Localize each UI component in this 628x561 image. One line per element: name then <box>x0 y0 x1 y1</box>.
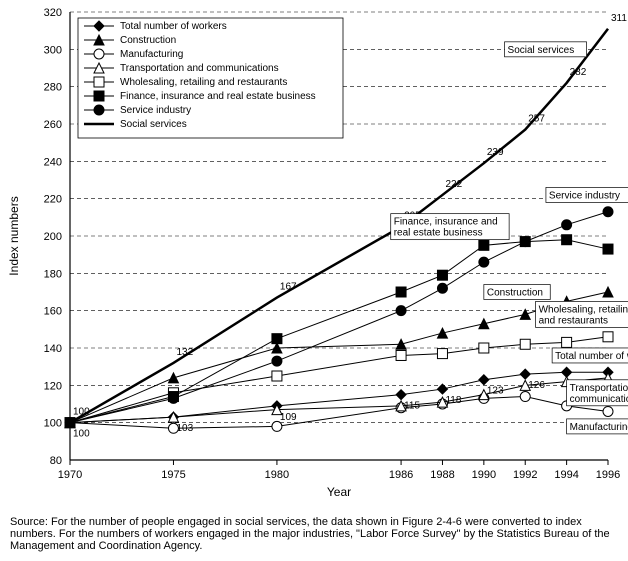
svg-text:1988: 1988 <box>430 469 454 481</box>
series-label: Total number of workers <box>552 348 628 363</box>
svg-text:Construction: Construction <box>120 35 176 46</box>
svg-text:200: 200 <box>44 231 62 243</box>
svg-text:126: 126 <box>528 380 545 391</box>
svg-text:Transportation and: Transportation and <box>570 383 628 394</box>
svg-text:Social services: Social services <box>120 119 187 130</box>
svg-text:Total number of workers: Total number of workers <box>120 21 227 32</box>
svg-text:222: 222 <box>445 179 462 190</box>
svg-text:Index numbers: Index numbers <box>7 196 21 275</box>
svg-text:Construction: Construction <box>487 288 543 299</box>
svg-text:100: 100 <box>73 429 90 440</box>
svg-text:Wholesaling, retailing and res: Wholesaling, retailing and restaurants <box>120 77 287 88</box>
svg-text:Total number of workers: Total number of workers <box>555 351 628 362</box>
svg-text:311: 311 <box>611 13 627 24</box>
source-label: Source: <box>10 516 48 528</box>
svg-text:Manufacturing: Manufacturing <box>120 49 183 60</box>
svg-text:Year: Year <box>327 485 351 499</box>
svg-text:Service industry: Service industry <box>549 190 620 201</box>
legend: Total number of workers Construction Manuf… <box>78 18 343 138</box>
svg-text:1990: 1990 <box>472 469 496 481</box>
svg-text:Service industry: Service industry <box>120 105 191 116</box>
svg-text:167: 167 <box>280 282 297 293</box>
svg-text:132: 132 <box>176 347 193 358</box>
series-label: Service industry <box>546 187 628 202</box>
series <box>65 235 613 428</box>
source-note: Source: For the number of people engaged… <box>10 516 618 552</box>
series-label: Manufacturing <box>567 419 628 434</box>
svg-text:239: 239 <box>487 147 504 158</box>
svg-text:320: 320 <box>44 7 62 19</box>
svg-text:Social services: Social services <box>508 45 575 56</box>
series <box>65 392 613 434</box>
series-label: Social services <box>505 42 587 57</box>
svg-text:100: 100 <box>73 407 90 418</box>
svg-text:257: 257 <box>528 114 545 125</box>
svg-text:300: 300 <box>44 44 62 56</box>
series-label: Transportation andcommunications <box>567 380 628 406</box>
svg-text:180: 180 <box>44 268 62 280</box>
series-label: Wholesaling, retailingand restaurants <box>536 301 628 327</box>
svg-text:communications: communications <box>570 394 628 405</box>
index-line-chart: 80 100 120 140 160 180 200 220 240 260 280 300 320 19… <box>0 0 628 510</box>
svg-text:1994: 1994 <box>554 469 578 481</box>
svg-text:Wholesaling, retailing: Wholesaling, retailing <box>539 304 628 315</box>
svg-text:80: 80 <box>50 455 62 467</box>
svg-text:Finance, insurance and real es: Finance, insurance and real estate busin… <box>120 91 316 102</box>
svg-text:real estate business: real estate business <box>394 228 483 239</box>
source-text: For the number of people engaged in soci… <box>10 516 610 552</box>
svg-text:160: 160 <box>44 306 62 318</box>
svg-text:280: 280 <box>44 82 62 94</box>
series-label: Construction <box>484 285 550 300</box>
svg-text:282: 282 <box>570 67 587 78</box>
svg-text:220: 220 <box>44 194 62 206</box>
svg-text:240: 240 <box>44 156 62 168</box>
svg-text:120: 120 <box>44 380 62 392</box>
svg-text:Finance, insurance and: Finance, insurance and <box>394 217 498 228</box>
svg-text:Manufacturing: Manufacturing <box>570 422 628 433</box>
svg-text:109: 109 <box>280 412 297 423</box>
svg-text:100: 100 <box>44 418 62 430</box>
svg-text:1980: 1980 <box>265 469 289 481</box>
series-label: Finance, insurance andreal estate busine… <box>391 214 509 240</box>
svg-text:Transportation and communicati: Transportation and communications <box>120 63 279 74</box>
svg-text:1996: 1996 <box>596 469 620 481</box>
svg-text:1970: 1970 <box>58 469 82 481</box>
svg-text:1986: 1986 <box>389 469 413 481</box>
svg-text:1992: 1992 <box>513 469 537 481</box>
series <box>65 207 613 428</box>
svg-text:123: 123 <box>487 386 504 397</box>
series <box>65 287 613 428</box>
svg-text:1975: 1975 <box>161 469 185 481</box>
svg-text:260: 260 <box>44 119 62 131</box>
svg-text:140: 140 <box>44 343 62 355</box>
svg-text:and restaurants: and restaurants <box>539 315 609 326</box>
